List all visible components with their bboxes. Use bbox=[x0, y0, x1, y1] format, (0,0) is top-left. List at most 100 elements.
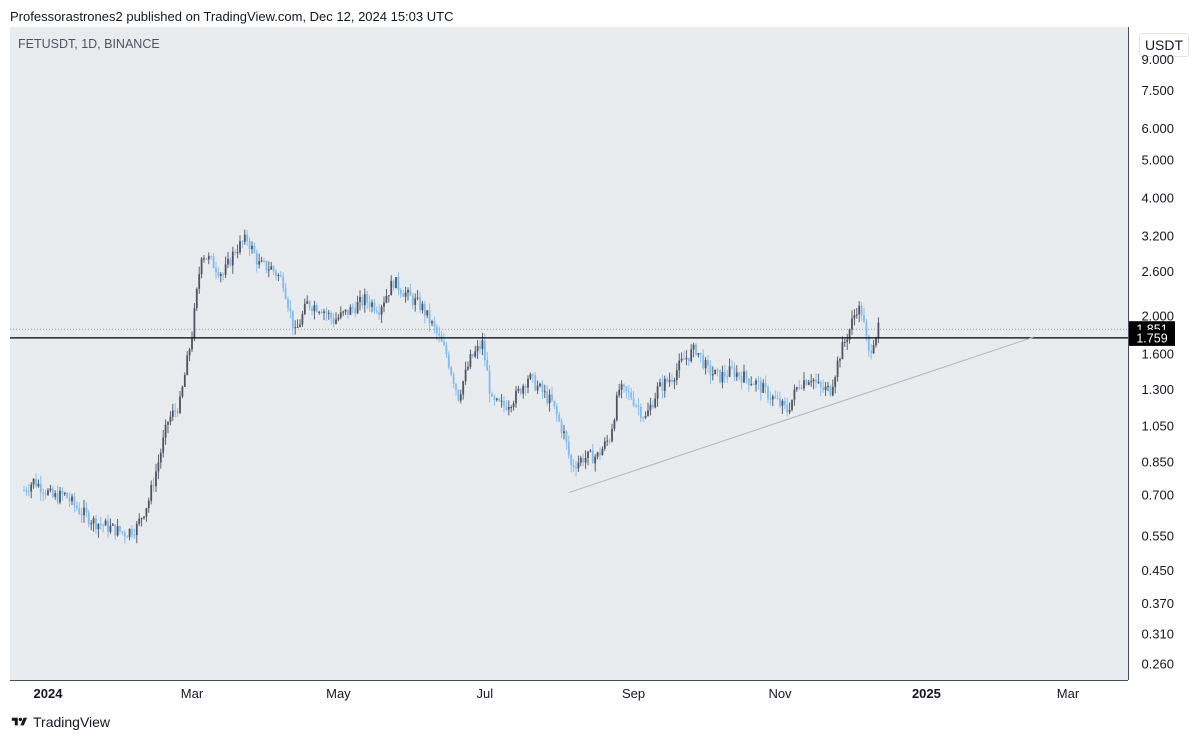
candle-body bbox=[287, 298, 289, 309]
candle-body bbox=[193, 308, 196, 338]
candle-body bbox=[476, 346, 479, 352]
y-tick-label: 1.300 bbox=[1141, 382, 1174, 397]
candle-body bbox=[774, 396, 777, 399]
candle-body bbox=[791, 399, 793, 410]
candle-body bbox=[534, 375, 537, 391]
candle-body bbox=[104, 520, 107, 526]
chart-pane[interactable] bbox=[10, 27, 1128, 680]
candle-body bbox=[99, 524, 102, 526]
candle-body bbox=[356, 302, 359, 314]
candle-body bbox=[599, 452, 601, 456]
candle-body bbox=[601, 448, 604, 456]
candle-body bbox=[44, 493, 47, 495]
candle-body bbox=[740, 376, 743, 383]
candle-body bbox=[848, 329, 851, 340]
candle-body bbox=[234, 251, 237, 253]
candle-body bbox=[289, 308, 292, 311]
time-axis[interactable] bbox=[10, 680, 1128, 709]
candle-body bbox=[342, 311, 345, 313]
candle-body bbox=[183, 375, 186, 387]
candle-body bbox=[239, 241, 241, 253]
candle-body bbox=[810, 381, 813, 383]
price-chart[interactable]: 9.000 7.500 6.000 5.000 4.000 3.200 2.600 2.000… bbox=[10, 27, 1190, 708]
candle-body bbox=[851, 318, 853, 330]
candle-body bbox=[723, 371, 726, 377]
candle-body bbox=[642, 417, 645, 419]
candle-body bbox=[426, 310, 429, 316]
candle-body bbox=[819, 381, 822, 388]
candle-body bbox=[30, 484, 33, 492]
candle-body bbox=[517, 388, 520, 391]
candle-body bbox=[846, 339, 849, 342]
price-axis[interactable] bbox=[1128, 27, 1191, 680]
candle-body bbox=[764, 383, 767, 387]
candle-body bbox=[39, 483, 42, 493]
currency-unit-button[interactable]: USDT bbox=[1139, 33, 1189, 57]
candle-body bbox=[147, 500, 150, 509]
candle-body bbox=[690, 349, 693, 362]
candle-body bbox=[176, 411, 179, 413]
candle-body bbox=[687, 357, 690, 362]
candle-body bbox=[512, 403, 515, 407]
candle-body bbox=[486, 359, 489, 371]
candle-body bbox=[495, 398, 498, 400]
candle-body bbox=[863, 315, 865, 323]
candle-body bbox=[80, 513, 83, 516]
candle-body bbox=[164, 424, 167, 438]
candle-body bbox=[49, 488, 52, 491]
candle-body bbox=[750, 384, 753, 386]
candle-body bbox=[747, 378, 750, 385]
candle-body bbox=[829, 385, 832, 396]
candle-body bbox=[551, 394, 553, 401]
support-trendline[interactable] bbox=[568, 336, 1035, 494]
candle-body bbox=[255, 252, 258, 265]
tradingview-logo-icon bbox=[11, 717, 27, 726]
candle-body bbox=[781, 400, 784, 406]
candle-body bbox=[596, 452, 599, 457]
candle-body bbox=[457, 389, 460, 401]
candle-body bbox=[339, 312, 342, 318]
candle-body bbox=[656, 386, 659, 399]
candle-body bbox=[498, 398, 501, 401]
candle-body bbox=[231, 251, 234, 266]
candle-body bbox=[111, 524, 114, 526]
candle-body bbox=[303, 303, 306, 315]
candle-body bbox=[138, 518, 141, 524]
candle-body bbox=[663, 378, 666, 391]
chart-container[interactable]: FETUSDT, 1D, BINANCE USDT 9.000 7.500 6.00… bbox=[10, 27, 1191, 709]
candle-body bbox=[335, 319, 337, 324]
candle-body bbox=[757, 380, 760, 382]
candle-body bbox=[373, 302, 376, 311]
y-tick-label: 2.000 bbox=[1141, 309, 1174, 324]
candle-body bbox=[450, 367, 453, 375]
candle-body bbox=[143, 516, 145, 519]
candle-body bbox=[438, 333, 441, 336]
candle-body bbox=[123, 532, 126, 537]
candle-body bbox=[282, 276, 285, 289]
candle-body bbox=[546, 391, 549, 404]
candle-body bbox=[419, 297, 421, 311]
candle-body bbox=[200, 258, 203, 275]
candle-body bbox=[368, 302, 371, 307]
candle-body bbox=[390, 280, 393, 296]
candle-body bbox=[582, 457, 585, 463]
candle-body bbox=[402, 293, 405, 297]
candle-body bbox=[620, 384, 623, 390]
candle-body bbox=[114, 524, 117, 536]
candle-body bbox=[591, 450, 594, 464]
candle-body bbox=[647, 410, 649, 416]
y-tick-label: 0.310 bbox=[1141, 626, 1174, 641]
candle-body bbox=[361, 296, 364, 306]
candle-body bbox=[323, 311, 325, 314]
candle-body bbox=[719, 369, 721, 383]
candle-body bbox=[59, 490, 61, 503]
candle-body bbox=[704, 360, 707, 369]
candle-body bbox=[493, 396, 496, 400]
candle-body bbox=[407, 289, 409, 293]
candle-body bbox=[385, 295, 388, 303]
publish-info: Professorastrones2 published on TradingV… bbox=[10, 9, 454, 24]
candle-body bbox=[97, 524, 100, 530]
candle-body bbox=[572, 465, 575, 468]
candle-body bbox=[510, 406, 513, 408]
candle-body bbox=[414, 298, 417, 305]
